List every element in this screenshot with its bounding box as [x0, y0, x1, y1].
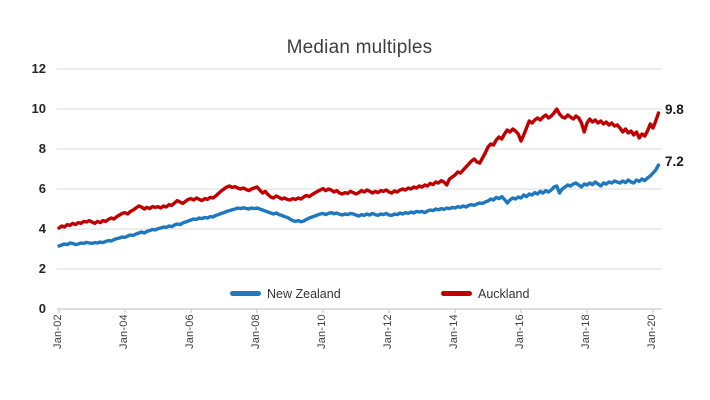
x-axis-tick-label: Jan-12	[382, 314, 394, 349]
legend-label-new-zealand: New Zealand	[267, 286, 341, 301]
y-axis-tick-label: 0	[38, 301, 46, 316]
new-zealand-line	[57, 163, 661, 248]
legend-item-auckland: Auckland	[441, 286, 529, 301]
y-axis-tick-label: 12	[31, 61, 46, 76]
x-axis-tick-label: Jan-02	[52, 314, 64, 349]
legend: New Zealand Auckland	[0, 286, 710, 302]
new-zealand-line-swatch	[230, 291, 261, 296]
auckland-end-value-label: 9.8	[665, 102, 684, 117]
x-axis-tick-label: Jan-18	[580, 314, 592, 349]
x-axis-tick-label: Jan-06	[184, 314, 196, 349]
new-zealand-end-value-label: 7.2	[665, 154, 684, 169]
y-axis-tick-label: 8	[38, 141, 46, 156]
y-axis-tick-label: 10	[31, 101, 46, 116]
auckland-line-swatch	[441, 291, 472, 296]
x-axis-tick-label: Jan-14	[448, 314, 460, 349]
x-axis-tick-label: Jan-04	[118, 314, 130, 349]
legend-item-new-zealand: New Zealand	[230, 286, 341, 301]
auckland-line	[57, 107, 661, 230]
y-axis-tick-label: 6	[38, 181, 46, 196]
legend-label-auckland: Auckland	[478, 286, 530, 301]
x-axis-tick-label: Jan-16	[514, 314, 526, 349]
x-axis-tick-label: Jan-08	[250, 314, 262, 349]
x-axis-tick-label: Jan-20	[646, 314, 658, 349]
y-axis-tick-label: 2	[38, 261, 46, 276]
chart-title: Median multiples	[286, 37, 433, 58]
x-axis-tick-label: Jan-10	[316, 314, 328, 349]
y-axis-tick-label: 4	[38, 221, 46, 236]
